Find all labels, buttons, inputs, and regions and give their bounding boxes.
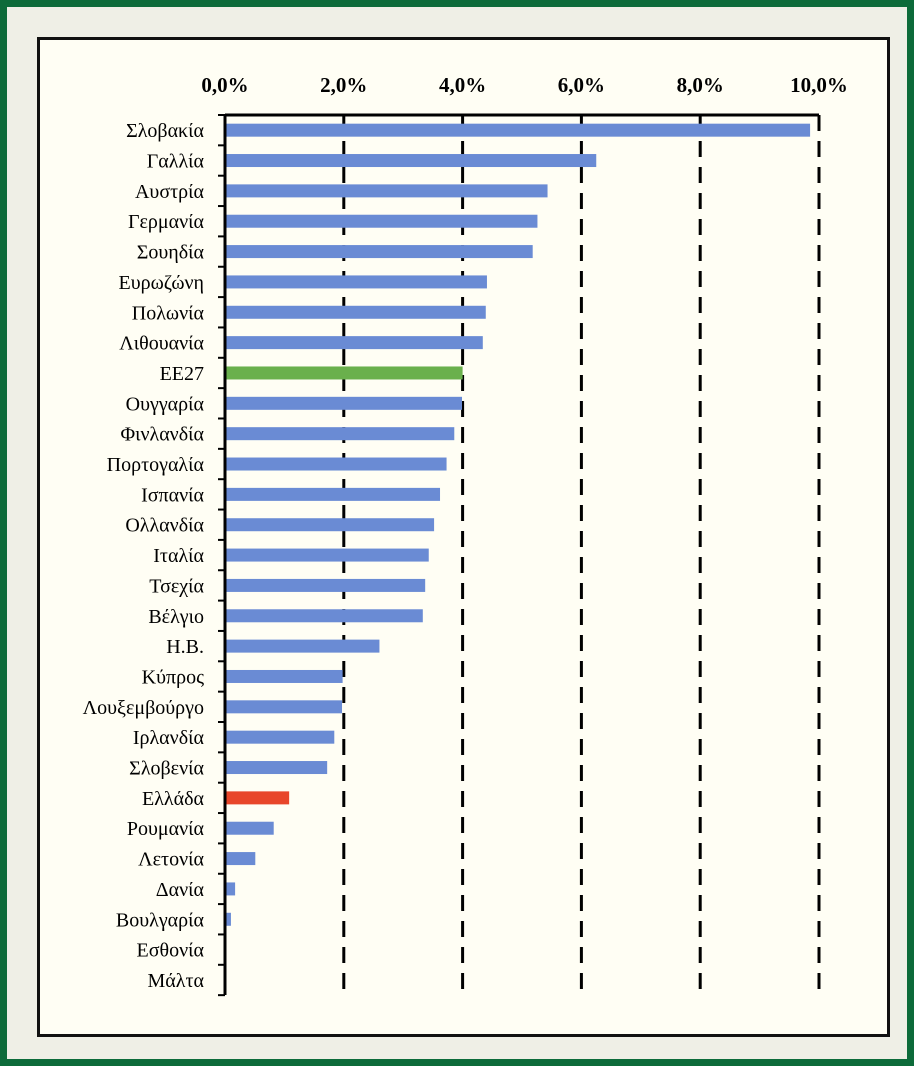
category-label: Λιθουανία [119,333,204,355]
category-label: Πορτογαλία [107,454,205,476]
category-label: Η.Β. [166,636,204,658]
bar [225,852,256,866]
category-label: Λετονία [138,849,204,871]
category-label: Ουγγαρία [126,393,205,415]
category-label: Ολλανδία [125,515,204,537]
category-label: Φινλανδία [120,424,204,446]
category-label: Μάλτα [148,970,205,992]
category-label: Ιταλία [153,545,204,567]
category-label: Δανία [156,879,205,901]
category-label: Τσεχία [149,575,204,597]
bar [225,123,811,137]
bar [225,154,597,168]
category-label: Λουξεμβούργο [83,697,204,719]
category-label: Γερμανία [128,211,205,233]
bar [225,487,441,501]
bar [225,336,483,350]
bar [225,427,455,441]
bar [225,457,447,471]
x-tick-label: 8,0% [677,73,724,97]
category-label: Σλοβενία [129,758,204,780]
bar [225,639,380,653]
bar [225,791,290,805]
category-label: Πολωνία [132,302,205,324]
bar [225,578,426,592]
category-label: Ευρωζώνη [119,272,205,294]
x-tick-label: 0,0% [201,73,248,97]
category-label: Γαλλία [147,151,205,173]
category-label: Κύπρος [142,666,204,688]
bar [225,912,231,926]
bar [225,761,328,775]
category-label: Βουλγαρία [116,909,205,931]
bar [225,518,435,532]
bar [225,882,236,896]
x-tick-label: 2,0% [320,73,367,97]
bar [225,366,463,380]
category-label: ΕΕ27 [160,363,204,385]
bar [225,396,463,410]
category-label: Σουηδία [137,242,205,264]
category-label: Αυστρία [135,181,205,203]
bar [225,548,429,562]
bar [225,184,548,198]
bar [225,700,343,714]
bar [225,214,538,228]
bar [225,275,487,289]
bar [225,245,533,259]
bar [225,609,423,623]
category-label: Ιρλανδία [133,727,205,749]
x-tick-label: 10,0% [790,73,848,97]
bar [225,305,486,319]
category-label: Ρουμανία [127,818,205,840]
bar [225,821,274,835]
x-tick-label: 6,0% [558,73,605,97]
category-label: Σλοβακία [126,120,204,142]
category-label: Ισπανία [141,484,204,506]
category-label: Ελλάδα [142,788,205,810]
bar [225,669,343,683]
category-label: Εσθονία [137,940,205,962]
category-label: Βέλγιο [148,606,204,628]
x-tick-label: 4,0% [439,73,486,97]
bar [225,730,335,744]
